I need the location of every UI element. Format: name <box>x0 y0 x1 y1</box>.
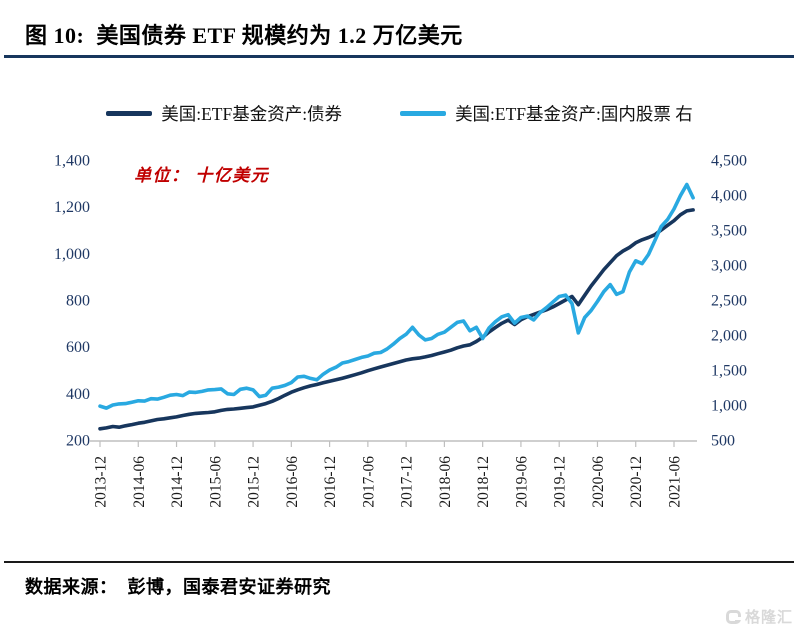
gelonghui-icon <box>725 609 741 624</box>
right-axis-label: 500 <box>711 433 735 450</box>
series-line-bond <box>98 208 695 431</box>
x-axis-label: 2014-12 <box>169 456 186 508</box>
x-axis-label: 2018-06 <box>437 456 454 508</box>
right-axis-label: 3,500 <box>711 223 747 240</box>
x-axis-label: 2015-06 <box>207 456 224 508</box>
legend-line-swatch-equity <box>400 111 447 116</box>
legend-line-swatch-bond <box>106 111 153 116</box>
line-chart: 2013-12 2014-06 2014-12 2015-06 2015-12 2016-… <box>54 153 747 508</box>
right-axis-label: 3,000 <box>711 258 747 275</box>
right-axis-label: 2,000 <box>711 328 747 345</box>
left-axis-label: 1,200 <box>54 199 90 216</box>
left-axis-label: 1,000 <box>54 246 90 263</box>
legend-label-equity: 美国:ETF基金资产:国内股票 右 <box>455 104 693 124</box>
x-axis-label: 2019-12 <box>552 456 569 508</box>
series-line-equity <box>98 182 695 410</box>
gelonghui-watermark: 格隆汇 <box>725 606 793 627</box>
left-axis-label: 1,400 <box>54 153 90 170</box>
right-axis-label: 4,500 <box>711 153 747 170</box>
x-axis-label: 2016-12 <box>322 456 339 508</box>
footer-rule <box>4 561 794 563</box>
x-axis-label: 2019-06 <box>513 456 530 508</box>
x-axis-label: 2020-06 <box>590 456 607 508</box>
left-axis-label: 200 <box>66 433 90 450</box>
legend-item-bond: 美国:ETF基金资产:债券 <box>106 101 342 126</box>
right-axis-label: 2,500 <box>711 293 747 310</box>
x-axis-label: 2016-06 <box>284 456 301 508</box>
figure-title: 图 10: 美国债券 ETF 规模约为 1.2 万亿美元 <box>25 23 463 48</box>
left-axis-label: 600 <box>66 339 90 356</box>
x-axis-label: 2015-12 <box>246 456 263 508</box>
data-source-text: 数据来源： 彭博，国泰君安证券研究 <box>25 577 331 597</box>
x-axis-label: 2018-12 <box>475 456 492 508</box>
right-axis-label: 1,500 <box>711 363 747 380</box>
legend-item-equity: 美国:ETF基金资产:国内股票 右 <box>400 101 693 126</box>
gelonghui-text: 格隆汇 <box>744 609 793 626</box>
unit-annotation: 单位： 十亿美元 <box>134 166 270 185</box>
x-axis-label: 2017-12 <box>399 456 416 508</box>
left-axis-label: 400 <box>66 386 90 403</box>
left-axis-label: 800 <box>66 293 90 310</box>
title-rule <box>4 55 794 58</box>
chart-legend: 美国:ETF基金资产:债券 美国:ETF基金资产:国内股票 右 <box>0 101 799 126</box>
x-axis-label: 2013-12 <box>93 456 110 508</box>
legend-label-bond: 美国:ETF基金资产:债券 <box>161 104 343 124</box>
x-axis-label: 2021-06 <box>667 456 684 508</box>
x-axis-label: 2014-06 <box>131 456 148 508</box>
right-axis-label: 4,000 <box>711 188 747 205</box>
x-axis-label: 2017-06 <box>360 456 377 508</box>
right-axis-label: 1,000 <box>711 398 747 415</box>
x-axis-label: 2020-12 <box>628 456 645 508</box>
